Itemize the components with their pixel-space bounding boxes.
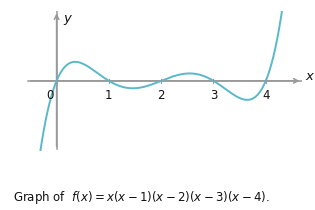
Text: 1: 1 (105, 89, 113, 102)
Text: 3: 3 (210, 89, 217, 102)
Text: y: y (63, 12, 71, 25)
Text: Graph of  $f(x) = x(x-1)(x-2)(x-3)(x-4).$: Graph of $f(x) = x(x-1)(x-2)(x-3)(x-4).$ (13, 189, 269, 206)
Text: 2: 2 (158, 89, 165, 102)
Text: x: x (305, 70, 313, 83)
Text: 4: 4 (262, 89, 270, 102)
Text: 0: 0 (47, 89, 54, 102)
